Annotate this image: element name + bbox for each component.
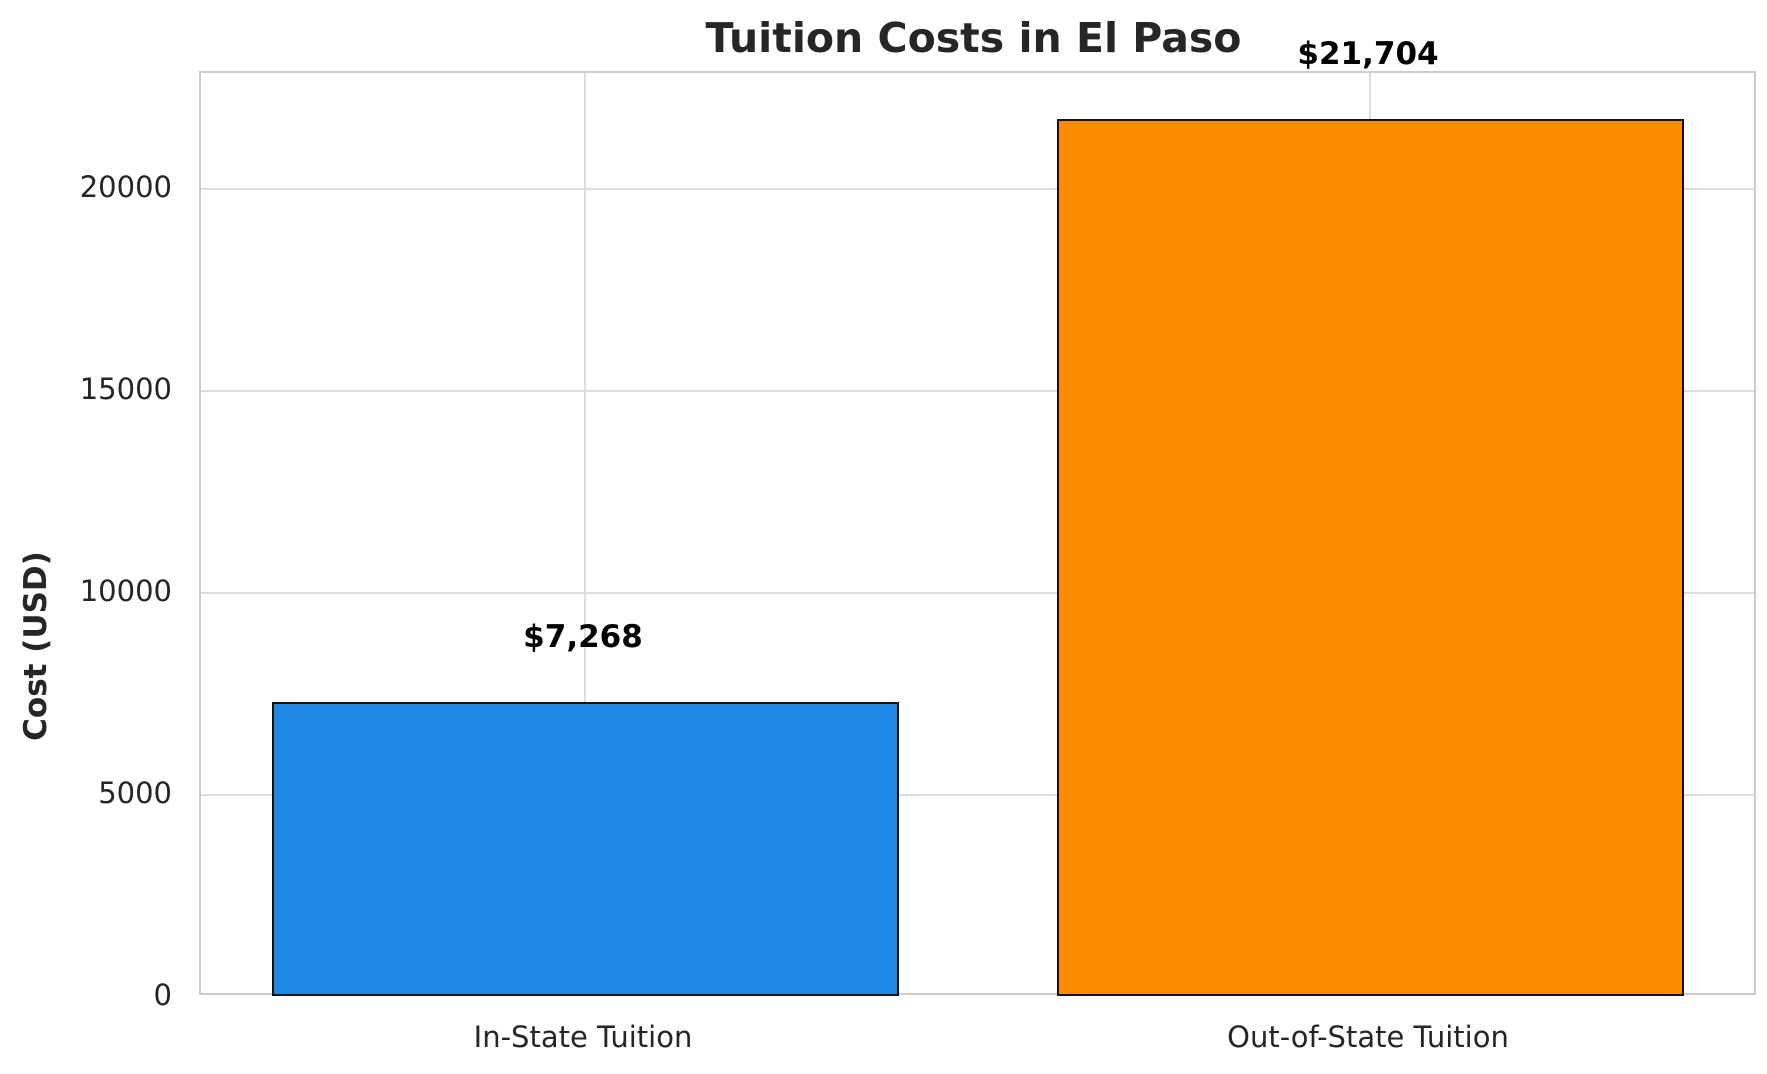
chart-title: Tuition Costs in El Paso: [705, 14, 1242, 62]
bar-value-label: $7,268: [523, 619, 643, 656]
y-tick-label: 0: [153, 978, 172, 1012]
y-tick-label: 5000: [98, 776, 172, 810]
y-tick-label: 20000: [79, 170, 172, 204]
y-tick-label: 15000: [79, 372, 172, 406]
bar-in-state-tuition: [271, 701, 899, 996]
gridline-horizontal: [201, 390, 1754, 392]
bar-value-label: $21,704: [1297, 36, 1439, 73]
plot-area: [199, 71, 1756, 996]
x-tick-label: Out-of-State Tuition: [1227, 1020, 1509, 1054]
gridline-horizontal: [201, 592, 1754, 594]
y-tick-label: 10000: [79, 574, 172, 608]
gridline-vertical: [584, 73, 586, 993]
gridline-horizontal: [201, 794, 1754, 796]
bar-out-of-state-tuition: [1056, 118, 1684, 996]
gridline-horizontal: [201, 188, 1754, 190]
x-tick-label: In-State Tuition: [473, 1020, 693, 1054]
